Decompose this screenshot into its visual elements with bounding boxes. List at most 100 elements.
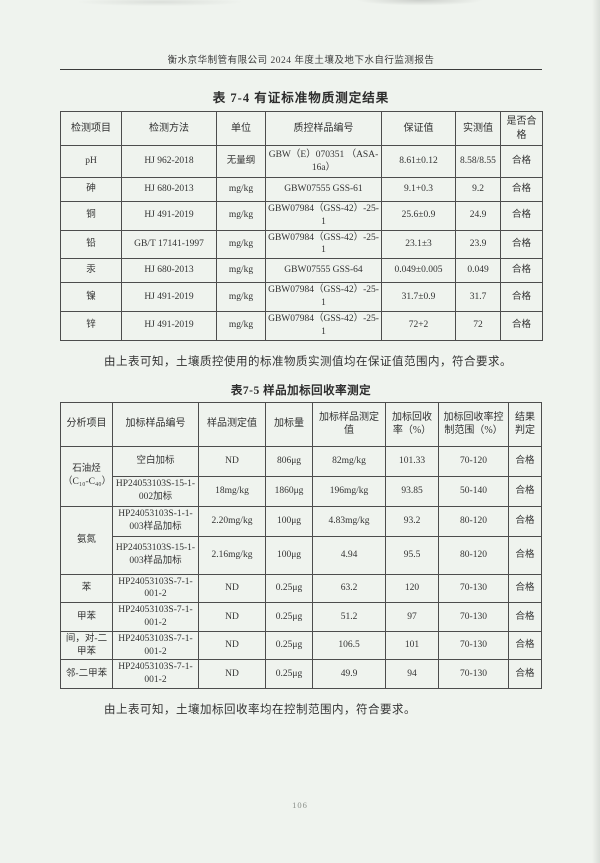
table-cell: 0.25μg — [265, 602, 313, 632]
table-cell: 合格 — [500, 310, 543, 341]
table-cell: 无量纲 — [216, 145, 266, 178]
column-header: 加标样品测定值 — [312, 401, 386, 447]
column-header: 分析项目 — [60, 401, 113, 447]
table-cell: 合格 — [508, 505, 542, 537]
table-cell: HP24053103S-7-1-001-2 — [112, 573, 199, 604]
table75-conclusion-note: 由上表可知，土壤加标回收率均在控制范围内，符合要求。 — [104, 704, 416, 716]
table-cell: HP24053103S-15-1-003样品加标 — [112, 535, 199, 575]
table-row: HP24053103S-15-1-003样品加标 2.16mg/kg 100μg… — [61, 535, 542, 575]
table-cell: 72+2 — [381, 310, 456, 341]
page-content: 衡水京华制管有限公司 2024 年度土壤及地下水自行监测报告 表 7-4 有证标… — [60, 52, 543, 727]
table-row: 邻-二甲苯 HP24053103S-7-1-001-2 ND 0.25μg 49… — [60, 659, 542, 689]
table-cell: 铅 — [60, 229, 122, 260]
table-row: 铜 HJ 491-2019 mg/kg GBW07984（GSS-42）-25-… — [60, 201, 543, 231]
table-cell: 合格 — [508, 602, 542, 632]
table-cell: HJ 962-2018 — [121, 145, 217, 178]
table-cell: 0.25μg — [265, 630, 313, 661]
table-cell: 合格 — [508, 659, 542, 689]
table-cell: 93.2 — [385, 505, 439, 537]
table-row: pH HJ 962-2018 无量纲 GBW（E）070351 （ASA-16a… — [60, 145, 543, 178]
table74-header-row: 检测项目 检测方法 单位 质控样品编号 保证值 实测值 是否合格 — [60, 111, 543, 146]
table-cell: 120 — [385, 573, 439, 604]
page-number: 106 — [292, 800, 308, 810]
table-cell: GB/T 17141-1997 — [121, 229, 217, 260]
table-cell: mg/kg — [216, 310, 266, 341]
table-cell: HJ 491-2019 — [121, 310, 217, 341]
table-cell: 94 — [385, 659, 439, 689]
table-cell: 2.20mg/kg — [198, 505, 266, 537]
table-cell: 8.58/8.55 — [455, 145, 501, 178]
table-cell: HP24053103S-7-1-001-2 — [112, 630, 199, 661]
table-cell: 苯 — [60, 573, 113, 604]
table-row: 铅 GB/T 17141-1997 mg/kg GBW07984（GSS-42）… — [60, 229, 543, 260]
table74-certified-reference-results: 检测项目 检测方法 单位 质控样品编号 保证值 实测值 是否合格 pH HJ 9… — [60, 111, 543, 341]
table-row: HP24053103S-15-1-002加标 18mg/kg 1860μg 19… — [61, 475, 542, 507]
table-cell: GBW07984（GSS-42）-25-1 — [265, 310, 382, 341]
table-cell: 70-130 — [438, 602, 509, 632]
table-cell: 101 — [385, 630, 439, 661]
table-cell: 70-130 — [438, 659, 509, 689]
table-cell: 31.7±0.9 — [381, 282, 456, 312]
table-cell: GBW（E）070351 （ASA-16a） — [265, 145, 382, 178]
column-header: 质控样品编号 — [265, 111, 382, 146]
table-cell: 0.049±0.005 — [381, 258, 456, 284]
table-cell: 23.1±3 — [381, 229, 456, 260]
table-cell: GBW07555 GSS-64 — [265, 258, 382, 284]
table75-title: 表7-5 样品加标回收率测定 — [230, 384, 372, 397]
table-cell: 合格 — [500, 145, 543, 178]
table-cell: 70-130 — [438, 630, 509, 661]
table-cell: 4.83mg/kg — [312, 505, 386, 537]
table-cell: 氨氮 — [60, 505, 113, 575]
table-cell: 间，对-二甲苯 — [60, 630, 113, 661]
table-cell: 80-120 — [438, 535, 509, 575]
document-header-title: 衡水京华制管有限公司 2024 年度土壤及地下水自行监测报告 — [60, 52, 542, 70]
table-cell: ND — [198, 630, 266, 661]
table-cell: 50-140 — [438, 475, 509, 507]
table-row: 苯 HP24053103S-7-1-001-2 ND 0.25μg 63.2 1… — [60, 573, 542, 604]
column-header: 检测项目 — [60, 111, 122, 146]
table-cell: mg/kg — [216, 201, 266, 231]
column-header: 加标样品编号 — [112, 401, 199, 447]
column-header: 检测方法 — [121, 111, 217, 146]
table-cell: 合格 — [508, 573, 542, 604]
table-cell: 196mg/kg — [312, 475, 386, 507]
table-cell: 1860μg — [265, 475, 313, 507]
table-cell: 49.9 — [312, 659, 386, 689]
table-cell: mg/kg — [216, 282, 266, 312]
table-cell: 汞 — [60, 258, 122, 284]
table-row: 锌 HJ 491-2019 mg/kg GBW07984（GSS-42）-25-… — [60, 310, 543, 341]
table-cell: 合格 — [508, 445, 542, 477]
table-cell: 63.2 — [312, 573, 386, 604]
table-cell: 9.1+0.3 — [381, 177, 456, 202]
column-header: 加标量 — [265, 401, 313, 447]
column-header: 单位 — [216, 111, 266, 146]
table-cell: 合格 — [500, 201, 543, 231]
table-cell: GBW07984（GSS-42）-25-1 — [265, 282, 382, 312]
table-row: 汞 HJ 680-2013 mg/kg GBW07555 GSS-64 0.04… — [60, 258, 543, 284]
table-cell: 806μg — [265, 445, 313, 477]
table-cell: 9.2 — [455, 177, 501, 202]
table-cell: 24.9 — [455, 201, 501, 231]
table-cell: GBW07555 GSS-61 — [265, 177, 382, 202]
table-cell: 合格 — [500, 282, 543, 312]
table-cell: pH — [60, 145, 122, 178]
table-cell: 合格 — [508, 630, 542, 661]
table-cell: 合格 — [508, 475, 542, 507]
column-header: 实测值 — [455, 111, 501, 146]
table-row: 氨氮 HP24053103S-1-1-003样品加标 2.20mg/kg 100… — [60, 505, 542, 575]
table-cell: 100μg — [265, 535, 313, 575]
table-cell: 97 — [385, 602, 439, 632]
table-cell: 邻-二甲苯 — [60, 659, 113, 689]
table-cell: HP24053103S-1-1-003样品加标 — [112, 505, 199, 537]
table74-title: 表 7-4 有证标准物质测定结果 — [212, 91, 390, 105]
table-cell: 106.5 — [312, 630, 386, 661]
table-cell: 72 — [455, 310, 501, 341]
table-cell: 0.25μg — [265, 659, 313, 689]
table-cell: 0.049 — [455, 258, 501, 284]
column-header: 样品测定值 — [198, 401, 266, 447]
table-cell: ND — [198, 573, 266, 604]
table-row: 砷 HJ 680-2013 mg/kg GBW07555 GSS-61 9.1+… — [60, 177, 543, 202]
table-cell: 合格 — [508, 535, 542, 575]
table-cell: HP24053103S-7-1-001-2 — [112, 602, 199, 632]
